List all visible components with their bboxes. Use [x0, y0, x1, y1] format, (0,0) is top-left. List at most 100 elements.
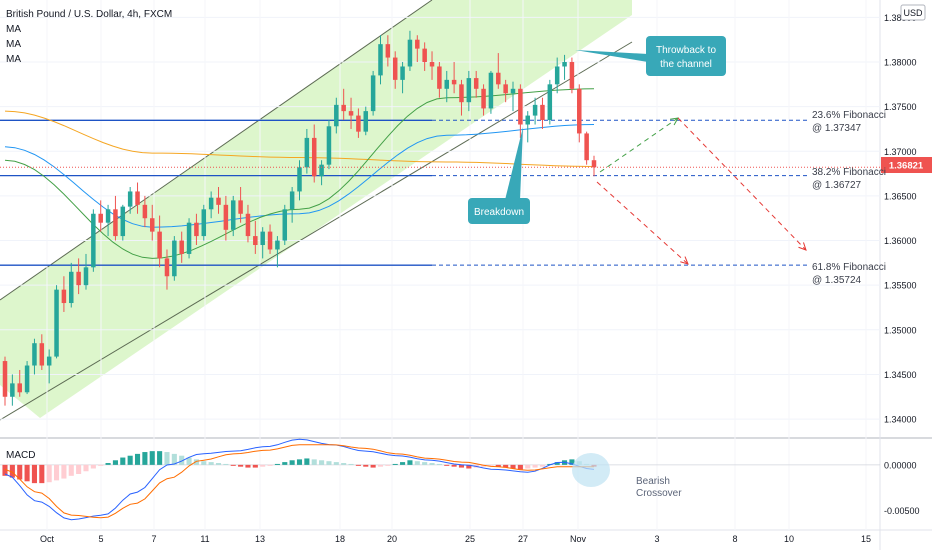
candle-body[interactable]: [260, 231, 265, 246]
macd-histogram-bar[interactable]: [112, 460, 118, 465]
candle-body[interactable]: [149, 218, 155, 232]
channel-lower-line[interactable]: [0, 41, 633, 421]
candle-body[interactable]: [356, 115, 361, 132]
indicator-ma-2[interactable]: MA: [6, 39, 21, 50]
candle-body[interactable]: [83, 267, 89, 286]
candle-body[interactable]: [127, 191, 133, 207]
macd-histogram-bar[interactable]: [319, 460, 325, 465]
macd-histogram-bar[interactable]: [17, 464, 23, 480]
macd-histogram-bar[interactable]: [458, 464, 465, 468]
candle-body[interactable]: [32, 343, 37, 366]
candle-body[interactable]: [481, 88, 486, 109]
macd-histogram-bar[interactable]: [282, 462, 288, 465]
candle-body[interactable]: [304, 137, 310, 168]
candle-body[interactable]: [437, 66, 442, 89]
candle-body[interactable]: [459, 84, 464, 103]
candle-body[interactable]: [503, 84, 508, 94]
candle-body[interactable]: [120, 206, 126, 237]
candle-body[interactable]: [451, 79, 457, 85]
moving-average-line[interactable]: [4, 124, 595, 228]
macd-histogram-bar[interactable]: [120, 457, 126, 465]
macd-histogram-bar[interactable]: [400, 462, 406, 465]
candle-body[interactable]: [326, 126, 332, 165]
candle-body[interactable]: [98, 213, 103, 223]
macd-histogram-bar[interactable]: [363, 464, 369, 467]
candle-body[interactable]: [194, 222, 199, 237]
macd-histogram-bar[interactable]: [407, 460, 413, 465]
macd-histogram-bar[interactable]: [53, 464, 60, 481]
candle-body[interactable]: [341, 104, 346, 112]
macd-histogram-bar[interactable]: [171, 453, 177, 465]
candle-body[interactable]: [584, 133, 589, 161]
macd-histogram-bar[interactable]: [68, 464, 74, 476]
candle-body[interactable]: [554, 66, 560, 85]
candle-body[interactable]: [113, 209, 118, 237]
channel-upper-line[interactable]: [0, 0, 433, 301]
macd-histogram-bar[interactable]: [208, 462, 214, 465]
candle-body[interactable]: [69, 271, 74, 304]
macd-histogram-bar[interactable]: [134, 453, 141, 465]
candle-body[interactable]: [496, 72, 501, 85]
candle-body[interactable]: [297, 167, 302, 192]
macd-histogram-bar[interactable]: [525, 464, 531, 469]
candle-body[interactable]: [2, 361, 8, 397]
macd-histogram-bar[interactable]: [193, 459, 199, 465]
candle-body[interactable]: [348, 111, 354, 116]
macd-histogram-bar[interactable]: [274, 463, 280, 465]
macd-histogram-bar[interactable]: [252, 464, 258, 468]
macd-histogram-bar[interactable]: [76, 464, 82, 474]
moving-average-line[interactable]: [4, 110, 595, 167]
macd-histogram-bar[interactable]: [39, 464, 45, 484]
macd-histogram-bar[interactable]: [98, 464, 104, 466]
candle-body[interactable]: [525, 115, 530, 125]
candle-body[interactable]: [289, 191, 295, 210]
candle-body[interactable]: [488, 72, 494, 109]
macd-histogram-bar[interactable]: [105, 463, 111, 465]
candle-body[interactable]: [385, 44, 391, 58]
macd-histogram-bar[interactable]: [422, 462, 428, 465]
macd-histogram-bar[interactable]: [539, 464, 546, 467]
candle-body[interactable]: [378, 44, 383, 76]
macd-histogram-bar[interactable]: [377, 464, 384, 467]
candle-body[interactable]: [24, 365, 30, 393]
candle-body[interactable]: [91, 213, 96, 268]
candle-body[interactable]: [46, 356, 52, 366]
candle-body[interactable]: [105, 209, 111, 223]
macd-histogram-bar[interactable]: [510, 464, 516, 469]
candle-body[interactable]: [540, 104, 545, 121]
macd-histogram-bar[interactable]: [495, 464, 501, 467]
candle-body[interactable]: [157, 231, 162, 259]
macd-histogram-bar[interactable]: [304, 458, 310, 465]
candle-body[interactable]: [334, 104, 339, 127]
indicator-ma-1[interactable]: MA: [6, 24, 21, 35]
candle-body[interactable]: [400, 66, 405, 80]
macd-histogram-bar[interactable]: [46, 464, 52, 483]
candle-body[interactable]: [10, 383, 15, 397]
candle-body[interactable]: [282, 209, 288, 241]
candle-body[interactable]: [429, 62, 435, 67]
candle-body[interactable]: [311, 137, 317, 177]
candle-body[interactable]: [54, 289, 59, 357]
candle-body[interactable]: [510, 88, 516, 94]
projection-up-arrow[interactable]: [599, 117, 679, 173]
candle-body[interactable]: [577, 88, 582, 134]
macd-histogram-bar[interactable]: [296, 459, 303, 465]
candle-body[interactable]: [253, 236, 258, 246]
indicator-ma-3[interactable]: MA: [6, 54, 21, 65]
candle-body[interactable]: [172, 240, 177, 277]
macd-histogram-bar[interactable]: [488, 464, 494, 466]
macd-histogram-bar[interactable]: [414, 461, 420, 465]
macd-histogram-bar[interactable]: [517, 464, 523, 470]
candle-body[interactable]: [164, 258, 170, 277]
candle-body[interactable]: [422, 48, 427, 63]
candle-body[interactable]: [275, 240, 280, 250]
macd-signal-line[interactable]: [4, 444, 594, 519]
macd-histogram-bar[interactable]: [466, 464, 472, 469]
macd-histogram-bar[interactable]: [289, 460, 295, 465]
macd-histogram-bar[interactable]: [90, 464, 96, 469]
macd-histogram-bar[interactable]: [61, 464, 67, 479]
candle-body[interactable]: [547, 84, 553, 121]
macd-histogram-bar[interactable]: [142, 452, 148, 465]
macd-histogram-bar[interactable]: [260, 464, 266, 467]
macd-histogram-bar[interactable]: [370, 464, 376, 468]
